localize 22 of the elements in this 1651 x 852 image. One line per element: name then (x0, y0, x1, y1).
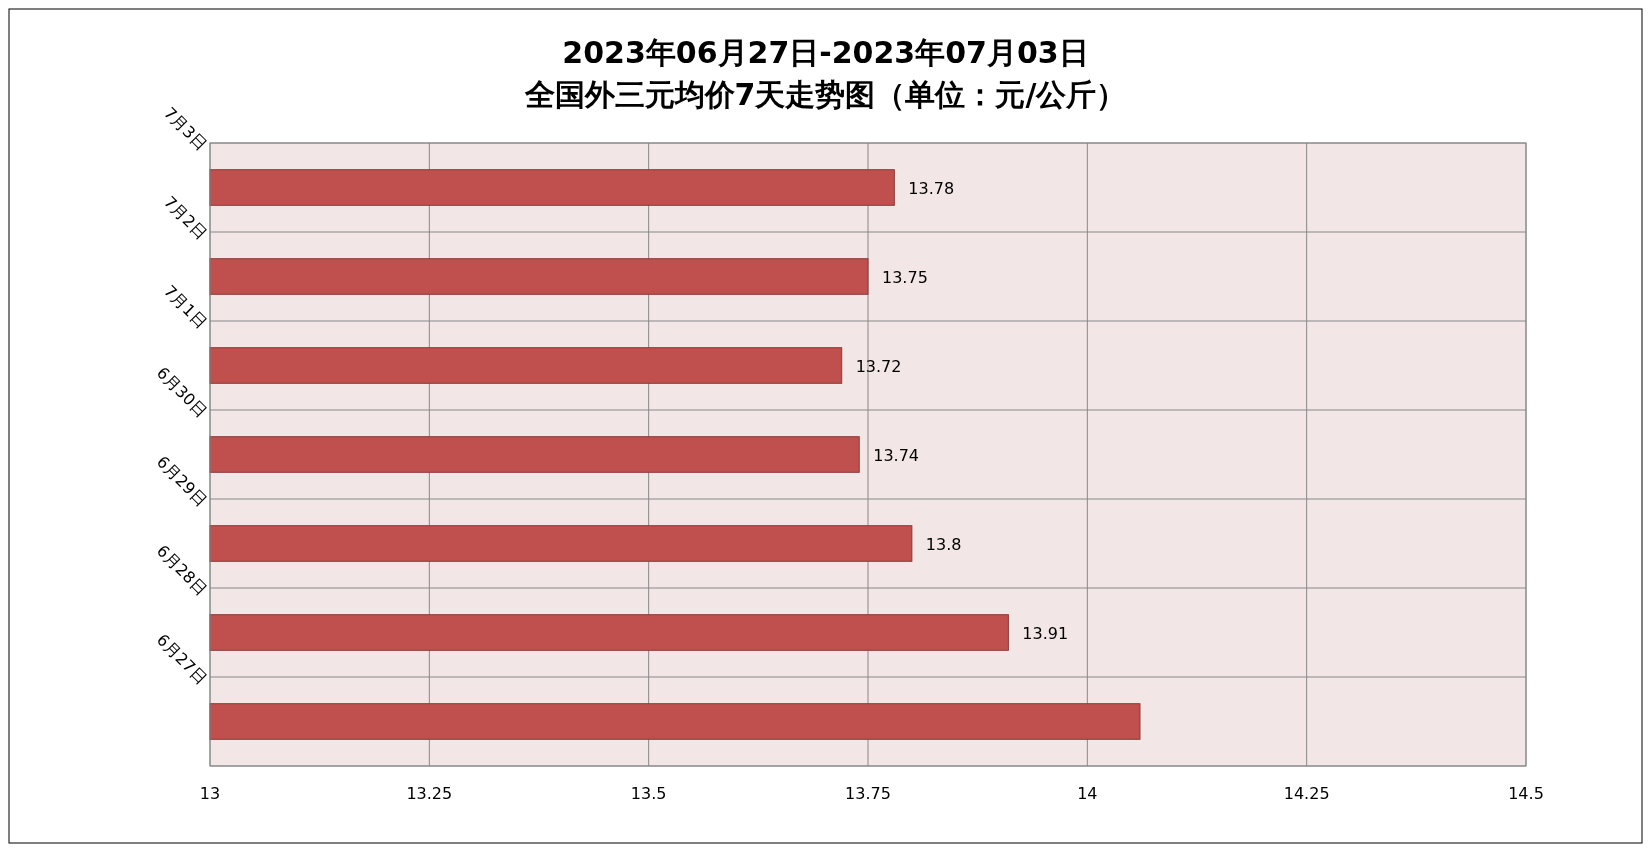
y-tick-label: 6月27日 (152, 630, 211, 688)
data-label: 13.8 (925, 534, 962, 554)
x-tick-label: 14.5 (1508, 784, 1544, 803)
y-tick-label: 6月28日 (152, 541, 211, 599)
x-tick-label: 14 (1077, 784, 1098, 803)
x-tick-label: 13.25 (406, 784, 453, 803)
chart-title: 2023年06月27日-2023年07月03日 (562, 35, 1089, 70)
x-tick-label: 14.25 (1283, 784, 1330, 803)
y-tick-label: 7月2日 (160, 192, 211, 243)
chart-subtitle: 全国外三元均价7天走势图（单位：元/公斤） (523, 77, 1127, 112)
data-label: 13.72 (855, 356, 902, 376)
x-tick-label: 13 (199, 784, 221, 803)
data-label: 13.78 (908, 178, 955, 198)
data-label: 13.74 (873, 445, 920, 465)
data-label: 13.91 (1022, 623, 1069, 643)
data-label: 13.75 (882, 267, 928, 287)
y-tick-label: 6月29日 (152, 452, 211, 510)
y-tick-label: 7月1日 (160, 281, 211, 332)
x-tick-label: 13.5 (630, 784, 667, 803)
y-tick-label: 7月3日 (160, 103, 211, 154)
y-tick-label: 6月30日 (152, 363, 211, 421)
x-tick-label: 13.75 (845, 784, 891, 803)
